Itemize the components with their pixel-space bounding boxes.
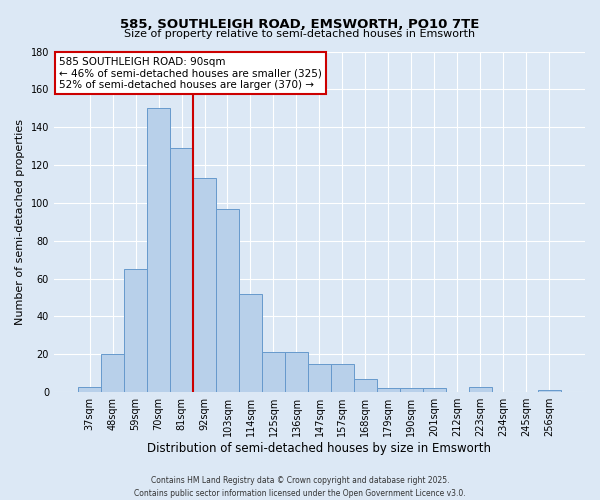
Y-axis label: Number of semi-detached properties: Number of semi-detached properties [15,119,25,325]
Bar [331,364,354,392]
Bar [538,390,561,392]
Bar [193,178,216,392]
Text: 585 SOUTHLEIGH ROAD: 90sqm
← 46% of semi-detached houses are smaller (325)
52% o: 585 SOUTHLEIGH ROAD: 90sqm ← 46% of semi… [59,56,322,90]
Bar [216,208,239,392]
Text: Size of property relative to semi-detached houses in Emsworth: Size of property relative to semi-detach… [124,29,476,39]
Bar [262,352,285,392]
Bar [354,379,377,392]
Text: Contains HM Land Registry data © Crown copyright and database right 2025.
Contai: Contains HM Land Registry data © Crown c… [134,476,466,498]
X-axis label: Distribution of semi-detached houses by size in Emsworth: Distribution of semi-detached houses by … [148,442,491,455]
Bar [101,354,124,392]
Bar [147,108,170,392]
Text: 585, SOUTHLEIGH ROAD, EMSWORTH, PO10 7TE: 585, SOUTHLEIGH ROAD, EMSWORTH, PO10 7TE [121,18,479,30]
Bar [377,388,400,392]
Bar [308,364,331,392]
Bar [239,294,262,392]
Bar [170,148,193,392]
Bar [285,352,308,392]
Bar [469,386,492,392]
Bar [423,388,446,392]
Bar [400,388,423,392]
Bar [78,386,101,392]
Bar [124,269,147,392]
